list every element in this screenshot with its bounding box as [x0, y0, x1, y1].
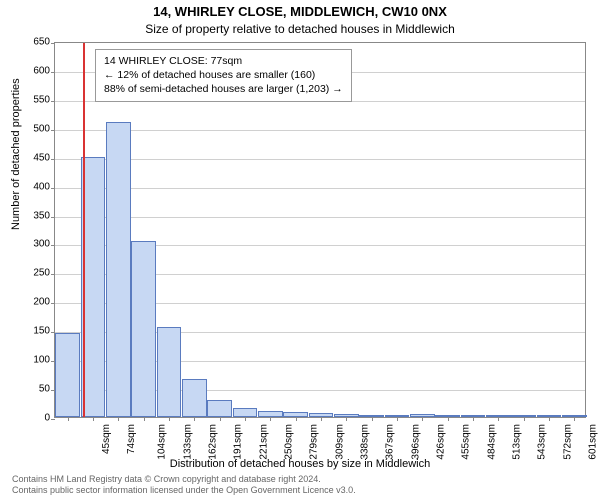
x-tick-mark	[422, 417, 423, 421]
x-tick-label: 338sqm	[360, 424, 371, 460]
x-tick-label: 601sqm	[588, 424, 599, 460]
y-tick-label: 350	[20, 210, 50, 221]
x-tick-mark	[270, 417, 271, 421]
info-line-smaller: ← 12% of detached houses are smaller (16…	[104, 68, 343, 82]
y-tick-mark	[51, 72, 55, 73]
y-tick-mark	[51, 303, 55, 304]
y-tick-label: 150	[20, 326, 50, 337]
y-tick-label: 650	[20, 37, 50, 48]
x-tick-label: 45sqm	[101, 424, 112, 454]
info-line-larger: 88% of semi-detached houses are larger (…	[104, 82, 343, 96]
y-tick-label: 100	[20, 355, 50, 366]
grid-line	[55, 130, 585, 131]
histogram-bar	[106, 122, 131, 417]
x-tick-mark	[245, 417, 246, 421]
y-tick-mark	[51, 245, 55, 246]
x-tick-mark	[574, 417, 575, 421]
x-tick-mark	[169, 417, 170, 421]
y-tick-label: 300	[20, 239, 50, 250]
y-tick-label: 400	[20, 181, 50, 192]
x-tick-mark	[220, 417, 221, 421]
x-tick-mark	[397, 417, 398, 421]
y-tick-label: 250	[20, 268, 50, 279]
y-tick-label: 500	[20, 123, 50, 134]
y-tick-label: 450	[20, 152, 50, 163]
info-line-property: 14 WHIRLEY CLOSE: 77sqm	[104, 54, 343, 68]
x-tick-label: 74sqm	[126, 424, 137, 454]
x-tick-mark	[296, 417, 297, 421]
x-tick-label: 309sqm	[334, 424, 345, 460]
grid-line	[55, 217, 585, 218]
chart-subtitle: Size of property relative to detached ho…	[0, 22, 600, 36]
x-tick-label: 513sqm	[512, 424, 523, 460]
y-tick-label: 550	[20, 94, 50, 105]
histogram-bar	[182, 379, 207, 417]
x-tick-label: 572sqm	[562, 424, 573, 460]
x-tick-label: 221sqm	[258, 424, 269, 460]
y-tick-mark	[51, 217, 55, 218]
y-tick-mark	[51, 43, 55, 44]
x-tick-mark	[372, 417, 373, 421]
x-tick-mark	[194, 417, 195, 421]
x-tick-mark	[346, 417, 347, 421]
histogram-bar	[131, 241, 156, 417]
y-tick-mark	[51, 188, 55, 189]
histogram-bar	[157, 327, 182, 417]
footnote-line-1: Contains HM Land Registry data © Crown c…	[12, 474, 588, 485]
y-tick-mark	[51, 101, 55, 102]
histogram-bar	[207, 400, 232, 417]
x-tick-mark	[118, 417, 119, 421]
x-tick-label: 162sqm	[208, 424, 219, 460]
y-tick-mark	[51, 130, 55, 131]
y-tick-label: 200	[20, 297, 50, 308]
x-tick-mark	[321, 417, 322, 421]
histogram-bar	[55, 333, 80, 417]
y-tick-mark	[51, 159, 55, 160]
y-tick-mark	[51, 274, 55, 275]
grid-line	[55, 188, 585, 189]
x-axis-title: Distribution of detached houses by size …	[0, 458, 600, 470]
property-info-box: 14 WHIRLEY CLOSE: 77sqm ← 12% of detache…	[95, 49, 352, 102]
histogram-bar	[233, 408, 258, 417]
x-tick-label: 104sqm	[157, 424, 168, 460]
grid-line	[55, 159, 585, 160]
x-tick-mark	[498, 417, 499, 421]
property-marker-line	[83, 43, 85, 417]
footnote-line-2: Contains public sector information licen…	[12, 485, 588, 496]
x-tick-mark	[524, 417, 525, 421]
y-tick-mark	[51, 419, 55, 420]
x-tick-label: 426sqm	[436, 424, 447, 460]
x-tick-label: 191sqm	[233, 424, 244, 460]
x-tick-label: 133sqm	[182, 424, 193, 460]
chart-plot-area: 14 WHIRLEY CLOSE: 77sqm ← 12% of detache…	[54, 42, 586, 418]
x-tick-mark	[473, 417, 474, 421]
y-tick-label: 50	[20, 384, 50, 395]
x-tick-label: 455sqm	[461, 424, 472, 460]
x-tick-label: 396sqm	[410, 424, 421, 460]
footnote: Contains HM Land Registry data © Crown c…	[12, 474, 588, 496]
x-tick-label: 250sqm	[284, 424, 295, 460]
x-tick-mark	[448, 417, 449, 421]
x-tick-label: 279sqm	[309, 424, 320, 460]
x-tick-label: 484sqm	[486, 424, 497, 460]
x-tick-label: 367sqm	[385, 424, 396, 460]
x-tick-label: 543sqm	[537, 424, 548, 460]
x-tick-mark	[93, 417, 94, 421]
x-tick-mark	[68, 417, 69, 421]
y-tick-label: 600	[20, 65, 50, 76]
x-tick-mark	[144, 417, 145, 421]
x-tick-mark	[549, 417, 550, 421]
page-title: 14, WHIRLEY CLOSE, MIDDLEWICH, CW10 0NX	[0, 4, 600, 19]
y-tick-label: 0	[20, 413, 50, 424]
